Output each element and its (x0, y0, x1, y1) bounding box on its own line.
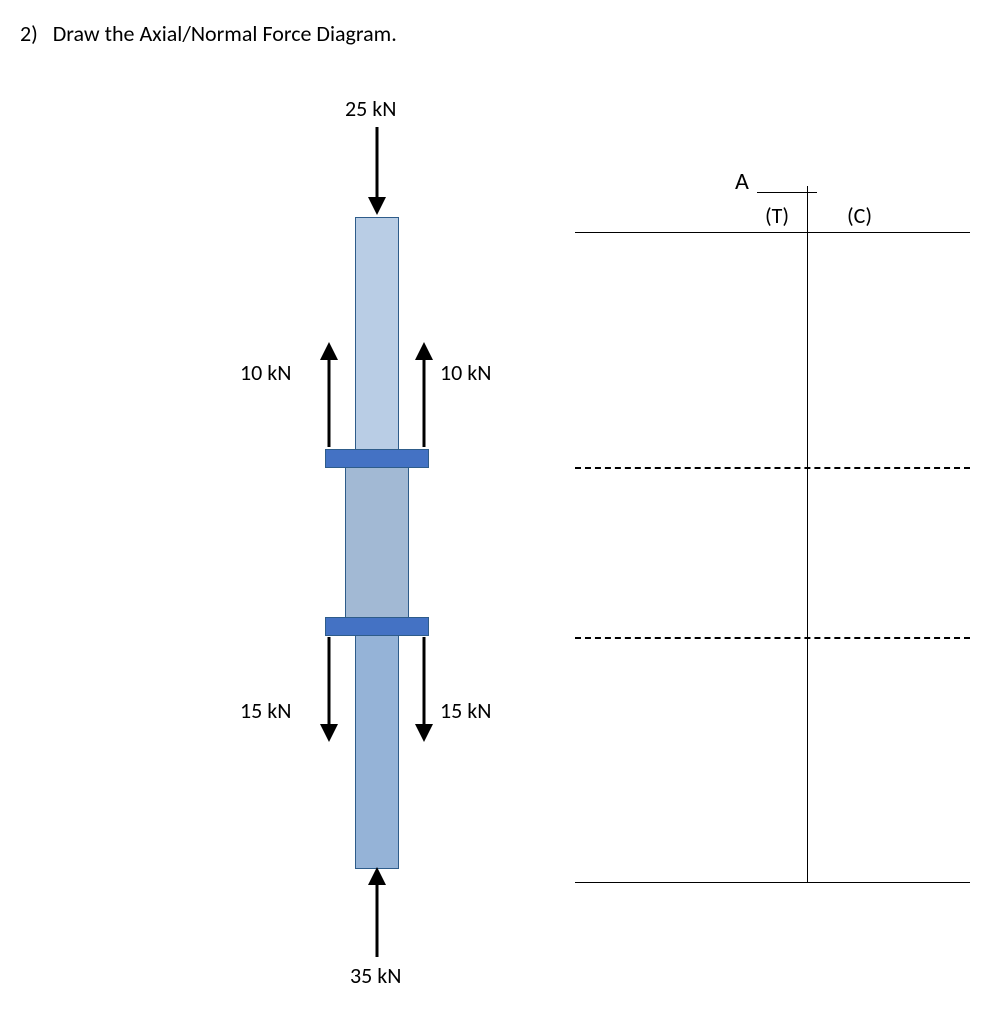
force-label-lower-left: 15 kN (240, 697, 291, 724)
chart-bottom-line (575, 882, 970, 883)
axial-force-chart: A (T) (C) (575, 177, 975, 897)
chart-section-line-2 (575, 637, 970, 639)
force-arrow-lower-left (320, 637, 338, 742)
question-number: 2) (20, 20, 38, 47)
force-label-upper-left: 10 kN (240, 359, 291, 386)
chart-vertical-axis (807, 186, 808, 882)
arrow-line (328, 637, 331, 726)
force-arrow-lower-right (415, 637, 433, 742)
force-label-upper-right: 10 kN (440, 359, 491, 386)
chart-axis-label: A (735, 167, 749, 196)
flange-upper (325, 449, 429, 468)
force-label-bottom: 35 kN (350, 962, 401, 989)
force-label-top: 25 kN (345, 95, 396, 122)
arrow-line (376, 127, 379, 199)
question-prompt: Draw the Axial/Normal Force Diagram. (53, 20, 397, 47)
flange-lower (325, 617, 429, 636)
force-label-lower-right: 15 kN (440, 697, 491, 724)
arrowhead-down-icon (320, 724, 338, 742)
chart-top-line (575, 232, 970, 233)
question-heading: 2) Draw the Axial/Normal Force Diagram. (20, 20, 973, 47)
force-diagram: 25 kN 10 kN 10 kN 15 kN (200, 77, 520, 977)
arrowhead-down-icon (368, 197, 386, 215)
force-arrow-upper-right (415, 342, 433, 447)
force-arrow-bottom (368, 867, 386, 957)
bar-segment-top (355, 217, 399, 451)
chart-compression-label: (C) (847, 202, 872, 229)
chart-tension-label: (T) (765, 202, 789, 229)
diagram-area: 25 kN 10 kN 10 kN 15 kN (20, 77, 973, 977)
bar-segment-middle (345, 465, 409, 619)
arrowhead-down-icon (415, 724, 433, 742)
arrow-line (328, 358, 331, 447)
force-arrow-upper-left (320, 342, 338, 447)
arrow-line (423, 637, 426, 726)
arrow-line (376, 883, 379, 957)
bar-segment-bottom (355, 635, 399, 869)
arrow-line (423, 358, 426, 447)
chart-section-line-1 (575, 467, 970, 469)
force-arrow-top (368, 127, 386, 217)
chart-axis-underline (757, 192, 817, 193)
